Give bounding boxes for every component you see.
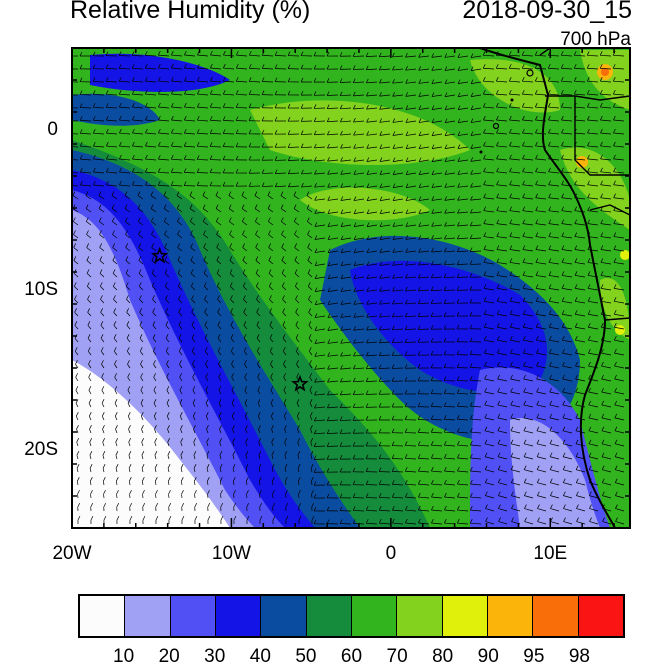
colorbar-label: 50 xyxy=(295,646,316,668)
wind-barb xyxy=(470,354,481,355)
y-tick-label: 20S xyxy=(24,439,58,460)
colorbar-swatch xyxy=(397,596,442,636)
x-tick-label: 10W xyxy=(212,543,251,564)
wind-barb-flag xyxy=(67,52,69,56)
wind-barb-flag xyxy=(67,91,69,95)
colorbar-swatch xyxy=(80,596,125,636)
colorbar-swatch xyxy=(443,596,488,636)
wind-barb-flag xyxy=(67,104,69,108)
x-tick-label: 0 xyxy=(386,543,397,564)
y-tick-label: 0 xyxy=(47,119,58,140)
colorbar-label: 60 xyxy=(341,646,362,668)
colorbar-swatch xyxy=(533,596,578,636)
wind-barb-flag xyxy=(67,142,69,146)
wind-barb-flag xyxy=(67,116,69,120)
wind-barb-flag xyxy=(67,168,69,172)
colorbar-label: 10 xyxy=(113,646,134,668)
wind-barb-flag xyxy=(67,129,69,133)
colorbar-label: 95 xyxy=(523,646,544,668)
wind-barb-flag xyxy=(67,65,69,69)
wind-barb-flag xyxy=(67,181,69,185)
x-tick-label: 10E xyxy=(533,543,567,564)
colorbar-swatch xyxy=(307,596,352,636)
colorbar-swatch xyxy=(216,596,261,636)
wind-barb-flag xyxy=(67,78,69,82)
colorbar-swatch xyxy=(352,596,397,636)
colorbar-label: 90 xyxy=(478,646,499,668)
colorbar-label: 80 xyxy=(432,646,453,668)
colorbar-label: 70 xyxy=(387,646,408,668)
colorbar-swatch xyxy=(125,596,170,636)
colorbar-label: 20 xyxy=(159,646,180,668)
x-tick-label: 20W xyxy=(52,543,91,564)
wind-barb-flag xyxy=(67,155,69,159)
colorbar xyxy=(78,594,625,638)
humidity-field xyxy=(67,48,630,528)
colorbar-swatch xyxy=(171,596,216,636)
colorbar-label: 30 xyxy=(204,646,225,668)
colorbar-label: 98 xyxy=(569,646,590,668)
colorbar-swatch xyxy=(579,596,623,636)
colorbar-swatch xyxy=(261,596,306,636)
colorbar-swatch xyxy=(488,596,533,636)
colorbar-label: 40 xyxy=(250,646,271,668)
y-tick-label: 10S xyxy=(24,279,58,300)
